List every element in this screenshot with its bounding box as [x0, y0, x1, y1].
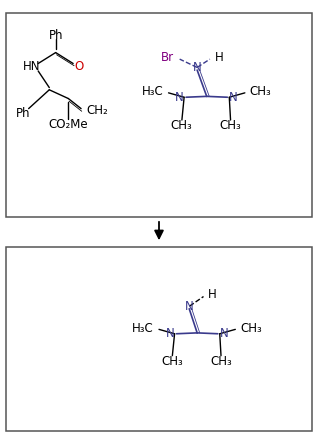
Text: Br: Br [161, 51, 174, 64]
Text: Ph: Ph [48, 28, 63, 42]
Text: CH₃: CH₃ [210, 355, 232, 368]
Text: H₃C: H₃C [132, 321, 154, 335]
Text: CH₃: CH₃ [250, 85, 271, 98]
Text: CH₂: CH₂ [87, 104, 108, 117]
Text: O: O [74, 60, 84, 73]
Text: N: N [220, 327, 229, 340]
Text: N: N [175, 91, 184, 104]
Text: HN: HN [22, 60, 40, 73]
Text: CH₃: CH₃ [220, 119, 241, 132]
Text: N: N [229, 91, 238, 104]
Text: CH₃: CH₃ [240, 321, 262, 335]
Text: CH₃: CH₃ [171, 119, 192, 132]
Text: N: N [166, 327, 175, 340]
Text: CH₃: CH₃ [161, 355, 183, 368]
Text: H: H [208, 288, 217, 301]
Text: Ph: Ph [16, 106, 30, 120]
Text: H₃C: H₃C [142, 85, 163, 98]
Text: N: N [185, 300, 194, 313]
Bar [6, 13, 312, 217]
Text: H: H [215, 51, 224, 64]
Text: CO₂Me: CO₂Me [49, 118, 88, 131]
Text: N: N [193, 61, 202, 74]
Bar [6, 247, 312, 431]
